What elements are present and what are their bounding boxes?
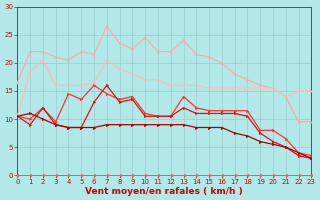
- X-axis label: Vent moyen/en rafales ( km/h ): Vent moyen/en rafales ( km/h ): [85, 187, 243, 196]
